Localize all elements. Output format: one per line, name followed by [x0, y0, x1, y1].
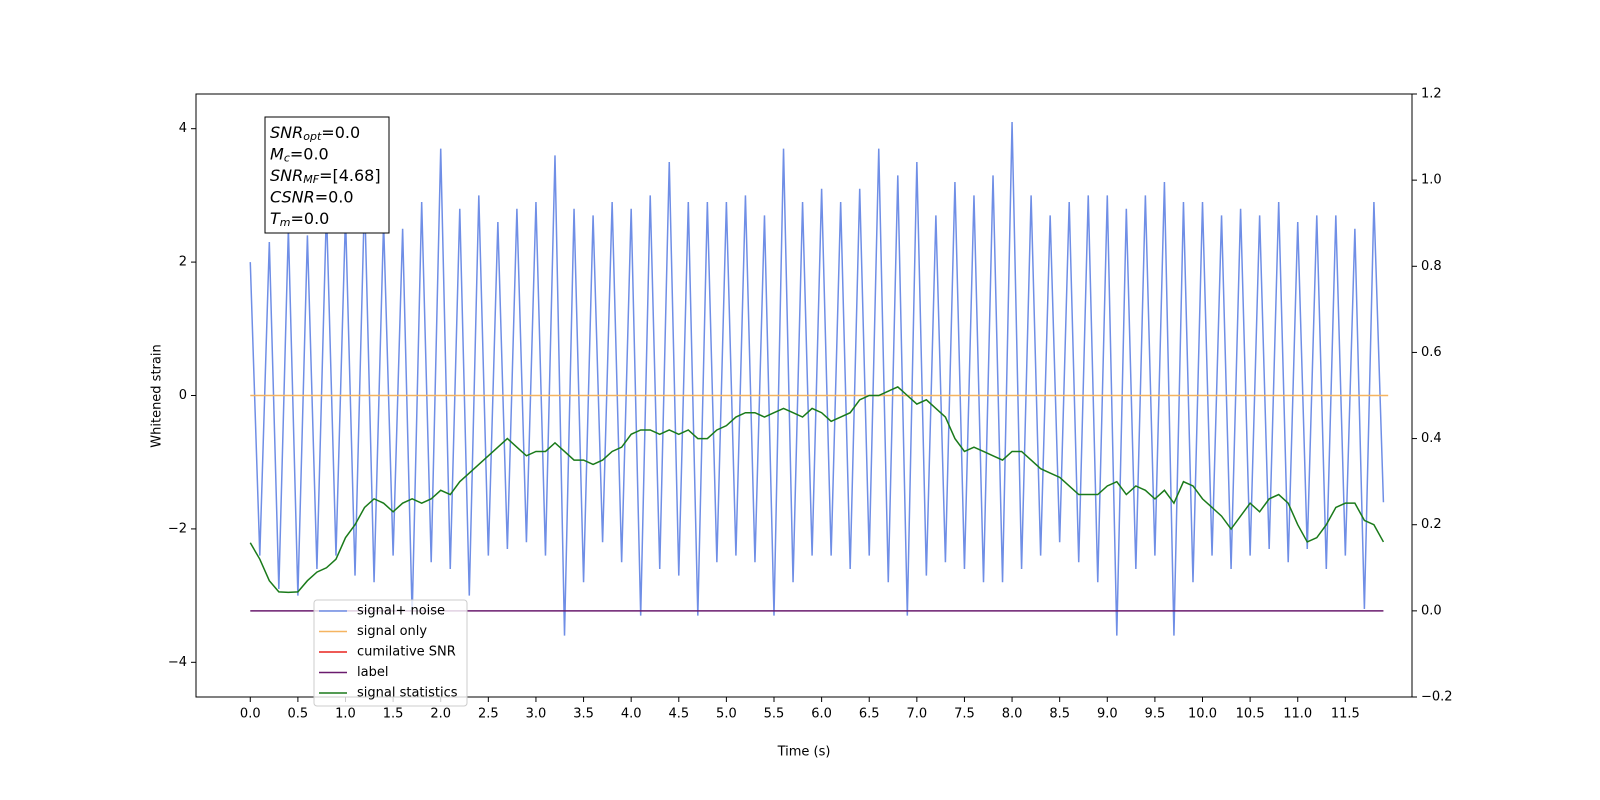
annotation-symbol: CSNR [270, 187, 315, 206]
y2-tick-label: 0.8 [1421, 259, 1442, 274]
x-tick-label: 4.0 [621, 707, 642, 722]
x-tick-label: 1.5 [383, 707, 404, 722]
x-tick-label: 7.5 [954, 707, 975, 722]
y-tick-label: 0 [179, 388, 187, 403]
annotation-text: =0.0 [321, 123, 360, 142]
y2-tick-label: −0.2 [1421, 690, 1453, 705]
x-tick-label: 5.5 [764, 707, 785, 722]
annotation-line: Mc=0.0 [270, 144, 329, 165]
x-tick-label: 0.5 [288, 707, 309, 722]
x-tick-label: 6.0 [811, 707, 832, 722]
annotation-symbol: SNR [270, 166, 303, 185]
x-tick-label: 7.0 [906, 707, 927, 722]
y2-tick-label: 1.2 [1421, 87, 1442, 102]
x-tick-label: 9.0 [1097, 707, 1118, 722]
annotation-text: =[4.68] [319, 166, 381, 185]
series-line [249, 122, 1385, 636]
annotation-line: CSNR=0.0 [270, 187, 354, 206]
annotation-box: SNRopt=0.0Mc=0.0SNRMF=[4.68]CSNR=0.0Tm=0… [264, 116, 390, 234]
y2-tick-label: 0.6 [1421, 345, 1442, 360]
y2-tick-label: 0.0 [1421, 603, 1442, 618]
x-tick-label: 1.0 [335, 707, 356, 722]
y-tick-label: 4 [179, 121, 187, 136]
x-tick-label: 0.0 [240, 707, 261, 722]
y-axis-label: Whitened strain [150, 344, 165, 447]
annotation-symbol: SNR [270, 123, 303, 142]
x-tick-label: 10.0 [1188, 707, 1217, 722]
annotation-subscript: MF [303, 173, 319, 186]
legend-label: signal only [357, 624, 427, 639]
annotation-subscript: m [280, 216, 291, 229]
x-tick-label: 10.5 [1236, 707, 1265, 722]
x-tick-label: 11.5 [1331, 707, 1360, 722]
legend-frame [313, 599, 468, 707]
y-tick-label: 2 [179, 255, 187, 270]
x-tick-label: 6.5 [859, 707, 880, 722]
annotation-symbol: M [270, 144, 284, 163]
y2-tick-label: 0.2 [1421, 517, 1442, 532]
x-tick-label: 5.0 [716, 707, 737, 722]
annotation-text: =0.0 [290, 144, 329, 163]
x-tick-label: 2.5 [478, 707, 499, 722]
x-tick-label: 8.5 [1049, 707, 1070, 722]
series-line [249, 386, 1385, 594]
x-tick-label: 3.0 [526, 707, 547, 722]
legend: signal+ noise signal only cumilative SNR la… [313, 599, 468, 707]
y-tick-label: −2 [168, 521, 187, 536]
annotation-line: SNRopt=0.0 [270, 123, 360, 144]
annotation-frame [264, 116, 390, 234]
x-tick-label: 3.5 [573, 707, 594, 722]
annotation-line: SNRMF=[4.68] [270, 166, 381, 187]
plot-frame [195, 93, 1413, 698]
annotation-subscript: opt [303, 130, 322, 143]
x-tick-label: 9.5 [1145, 707, 1166, 722]
annotation-text: =0.0 [291, 209, 330, 228]
legend-label: signal statistics [357, 686, 458, 701]
x-tick-label: 8.0 [1002, 707, 1023, 722]
x-tick-label: 11.0 [1283, 707, 1312, 722]
x-tick-label: 4.5 [668, 707, 689, 722]
y2-tick-label: 0.4 [1421, 431, 1442, 446]
legend-label: label [357, 665, 388, 680]
y2-tick-label: 1.0 [1421, 173, 1442, 188]
annotation-text: =0.0 [315, 187, 354, 206]
legend-label: signal+ noise [357, 604, 445, 619]
annotation-subscript: c [284, 152, 290, 165]
x-axis-label: Time (s) [777, 745, 831, 760]
x-tick-label: 2.0 [430, 707, 451, 722]
annotation-symbol: T [270, 209, 281, 228]
annotation-line: Tm=0.0 [270, 209, 329, 230]
legend-label: cumilative SNR [357, 645, 456, 660]
y-tick-label: −4 [168, 655, 187, 670]
